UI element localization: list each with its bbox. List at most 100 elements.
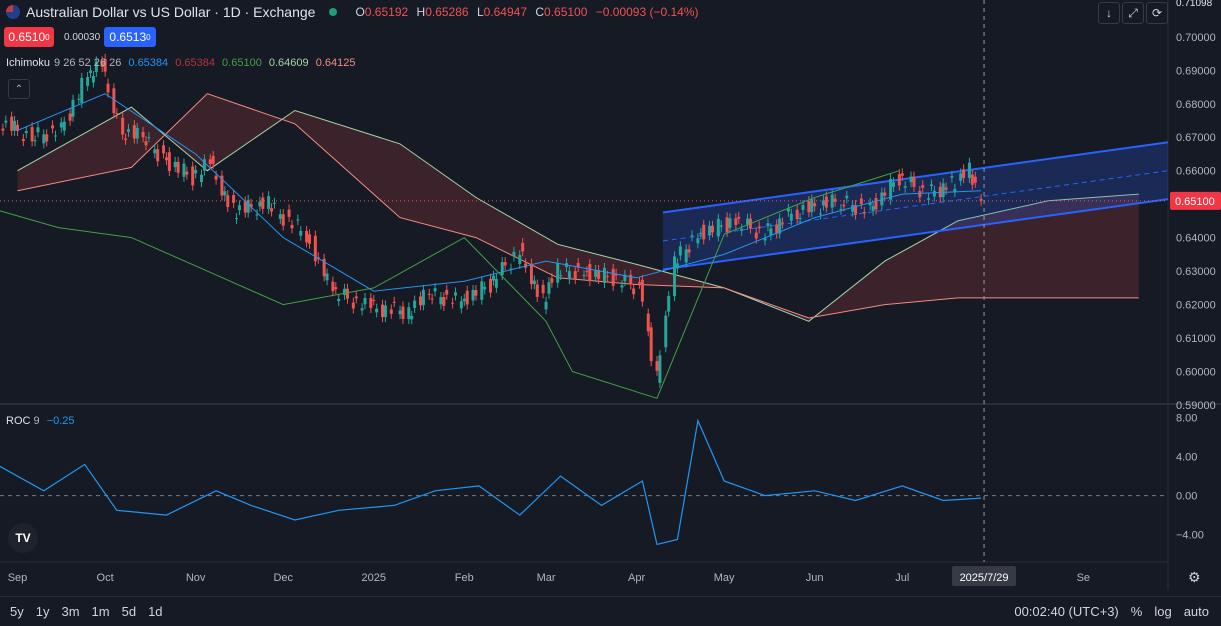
candle-body <box>281 214 285 226</box>
price-tick-label: 0.64000 <box>1176 233 1216 245</box>
fullscreen-icon[interactable]: ⤢ <box>1122 2 1144 24</box>
candle-body <box>813 203 817 207</box>
candle-body <box>959 173 963 181</box>
candle-body <box>474 290 478 296</box>
clock-timezone[interactable]: 00:02:40 (UTC+3) <box>1014 604 1119 619</box>
time-tick-label: May <box>714 572 735 584</box>
candle-body <box>789 213 793 221</box>
price-tick-label: 0.66000 <box>1176 166 1216 178</box>
candle-body <box>483 286 487 290</box>
candle-body <box>36 127 40 133</box>
ichimoku-legend[interactable]: Ichimoku 9 26 52 26 26 0.65384 0.65384 0.… <box>6 57 356 69</box>
candle-body <box>249 203 253 208</box>
settings-gear-icon[interactable]: ⚙ <box>1188 569 1201 585</box>
candle-body <box>524 263 528 268</box>
candle-body <box>775 224 779 234</box>
candle-body <box>68 113 72 121</box>
candle-body <box>89 70 93 73</box>
candle-body <box>798 217 802 219</box>
candle-body <box>918 190 922 198</box>
spread-value: 0.00030 <box>64 31 101 43</box>
candle-body <box>550 278 554 283</box>
symbol-title[interactable]: Australian Dollar vs US Dollar · 1D · Ex… <box>26 4 316 20</box>
candle-body <box>649 327 653 362</box>
candle-body <box>16 124 20 131</box>
candle-body <box>859 198 863 204</box>
candle-body <box>369 298 373 308</box>
candle-body <box>51 125 55 129</box>
candle-body <box>690 235 694 237</box>
crosshair-date-label: 2025/7/29 <box>960 572 1009 584</box>
candle-body <box>883 192 887 196</box>
candle-body <box>272 202 276 204</box>
candle-body <box>637 282 641 284</box>
time-tick-label: Oct <box>97 572 114 584</box>
auto-toggle[interactable]: auto <box>1183 604 1209 619</box>
log-toggle[interactable]: log <box>1154 604 1172 619</box>
candle-body <box>220 175 224 196</box>
ohlc-values: O0.65192 H0.65286 L0.64947 C0.65100 −0.0… <box>355 5 699 19</box>
refresh-icon[interactable]: ⟳ <box>1146 2 1168 24</box>
candle-body <box>912 176 916 187</box>
candle-body <box>164 157 168 161</box>
range-1d[interactable]: 1d <box>148 604 163 619</box>
candle-body <box>106 83 110 93</box>
aud-usd-flag-icon <box>6 5 20 19</box>
candle-body <box>921 185 925 188</box>
candle-body <box>778 218 782 234</box>
collapse-legend-button[interactable]: ⌃ <box>8 79 30 99</box>
candle-body <box>535 284 539 297</box>
range-3m[interactable]: 3m <box>61 604 80 619</box>
candle-body <box>807 201 811 213</box>
candle-body <box>900 173 904 176</box>
candle-body <box>144 141 148 146</box>
roc-legend[interactable]: ROC 9 −0.25 <box>6 415 75 427</box>
candle-body <box>821 200 825 206</box>
candle-body <box>503 262 507 266</box>
candle-body <box>10 116 14 131</box>
candle-body <box>854 205 858 215</box>
candle-body <box>699 232 703 235</box>
sell-button[interactable]: 0.6510 0 <box>4 27 54 47</box>
series-line-2 <box>0 170 900 399</box>
candle-body <box>658 355 662 383</box>
candle-body <box>156 149 160 162</box>
candle-body <box>489 278 493 293</box>
candle-body <box>602 267 606 283</box>
time-tick-label: Sep <box>8 572 28 584</box>
time-tick-label: Apr <box>628 572 645 584</box>
leading-span-a <box>17 106 1139 322</box>
candle-body <box>334 287 338 290</box>
candle-body <box>529 263 533 285</box>
candle-body <box>363 298 367 305</box>
candle-body <box>897 174 901 186</box>
candle-body <box>71 99 75 117</box>
candle-body <box>4 120 8 123</box>
roc-tick-label: 4.00 <box>1176 452 1197 464</box>
candle-body <box>559 275 563 277</box>
range-5y[interactable]: 5y <box>10 604 24 619</box>
price-tick-label: 0.62000 <box>1176 300 1216 312</box>
symbol-header: Australian Dollar vs US Dollar · 1D · Ex… <box>0 0 704 24</box>
range-5d[interactable]: 5d <box>121 604 137 619</box>
time-tick-label: Jul <box>895 572 909 584</box>
candle-body <box>667 296 671 312</box>
range-1m[interactable]: 1m <box>91 604 110 619</box>
percent-toggle[interactable]: % <box>1130 604 1143 619</box>
candle-body <box>237 205 241 211</box>
candle-body <box>702 224 706 240</box>
candle-body <box>232 195 236 203</box>
buy-button[interactable]: 0.6513 0 <box>104 27 156 47</box>
current-price-tag <box>1170 191 1221 210</box>
download-icon[interactable]: ↓ <box>1098 2 1120 24</box>
candle-body <box>191 166 195 186</box>
range-1y[interactable]: 1y <box>35 604 50 619</box>
time-tick-label: 2025 <box>362 572 386 584</box>
ichimoku-cloud <box>17 93 1139 322</box>
roc-tick-label: −4.00 <box>1176 530 1204 542</box>
candle-body <box>740 228 744 231</box>
candle-body <box>337 298 341 302</box>
candle-body <box>889 178 893 200</box>
candle-body <box>173 161 177 168</box>
